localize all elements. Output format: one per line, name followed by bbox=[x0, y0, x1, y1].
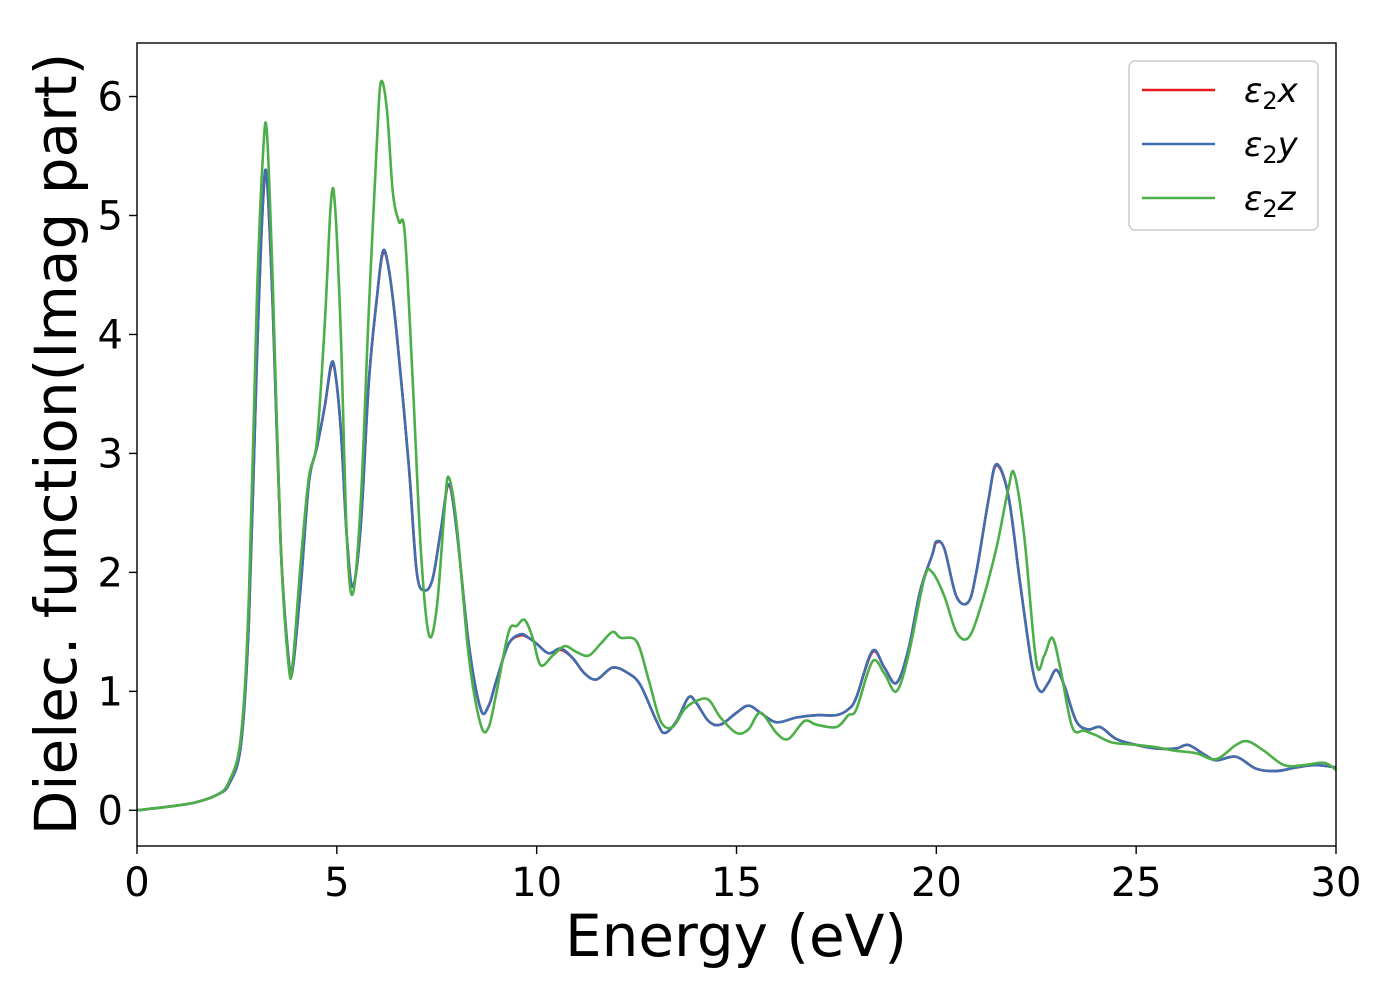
y-tick-label: 0 bbox=[98, 788, 123, 834]
y-tick-label: 5 bbox=[98, 193, 123, 239]
legend-label-z: ε2z bbox=[1244, 179, 1297, 223]
legend-box bbox=[1128, 60, 1319, 231]
x-axis-ticks: 0 5 10 15 20 25 30 bbox=[124, 846, 1361, 906]
y-axis-ticks: 0 1 2 3 4 5 6 bbox=[98, 75, 137, 834]
y-axis-title: Dielec. function(Imag part) bbox=[22, 53, 90, 836]
legend: ε2x ε2y ε2z bbox=[1128, 60, 1319, 231]
series-line-z bbox=[136, 79, 1337, 812]
legend-label-y: ε2y bbox=[1244, 125, 1299, 169]
x-axis-title: Energy (eV) bbox=[565, 902, 907, 970]
x-tick-label: 30 bbox=[1311, 860, 1362, 906]
x-tick-label: 20 bbox=[911, 860, 962, 906]
y-tick-label: 4 bbox=[98, 312, 123, 358]
x-tick-label: 25 bbox=[1111, 860, 1162, 906]
y-tick-label: 3 bbox=[98, 431, 123, 477]
x-tick-label: 10 bbox=[511, 860, 562, 906]
x-tick-label: 5 bbox=[324, 860, 349, 906]
x-tick-label: 15 bbox=[711, 860, 762, 906]
y-tick-label: 1 bbox=[98, 669, 123, 715]
series-layer bbox=[136, 79, 1337, 812]
y-tick-label: 6 bbox=[98, 75, 123, 121]
y-tick-label: 2 bbox=[98, 550, 123, 596]
legend-label-x: ε2x bbox=[1244, 71, 1299, 115]
x-tick-label: 0 bbox=[124, 860, 149, 906]
legend-items: ε2x ε2y ε2z bbox=[1142, 71, 1299, 223]
